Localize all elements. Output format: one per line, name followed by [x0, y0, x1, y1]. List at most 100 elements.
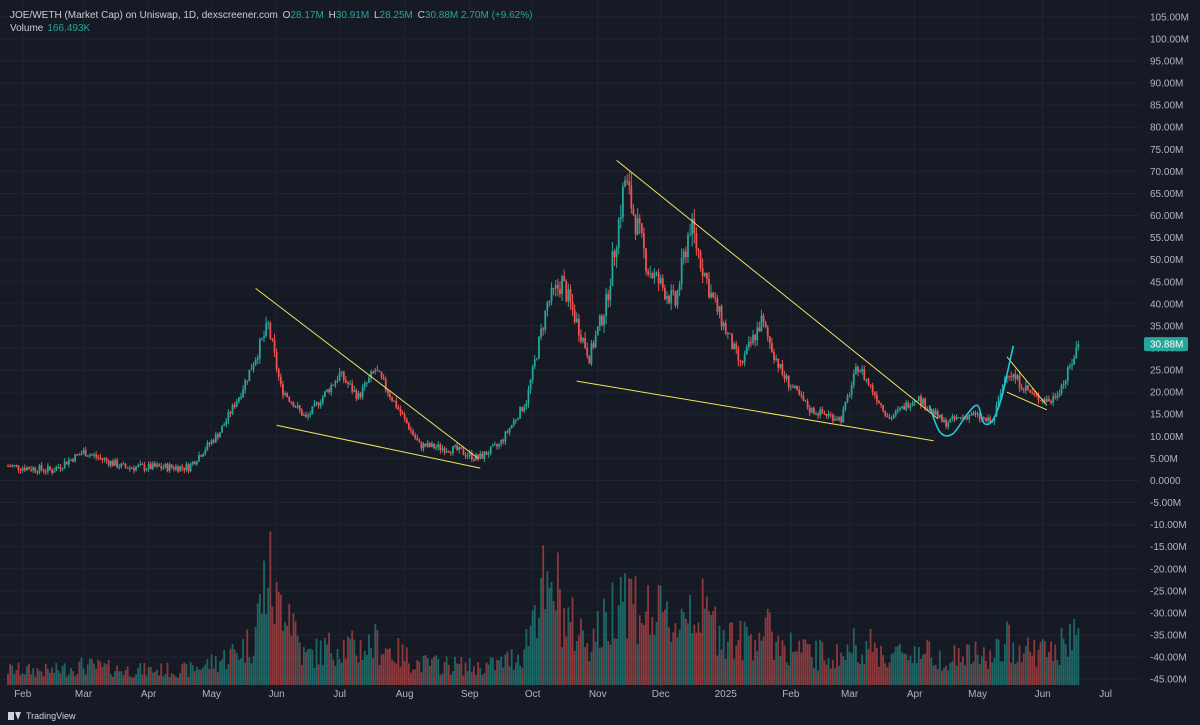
candle-body: [225, 420, 228, 425]
candle-body: [798, 389, 801, 395]
candle-body: [261, 338, 263, 340]
candle-body: [603, 316, 605, 326]
volume-bar: [603, 598, 605, 685]
candle-body: [216, 434, 219, 438]
volume-bar: [166, 662, 169, 685]
volume-bar: [330, 653, 333, 685]
volume-bar: [559, 589, 561, 685]
candle-body: [865, 379, 868, 381]
candle-body: [861, 369, 864, 372]
volume-bar: [794, 651, 796, 685]
candle-body: [899, 407, 901, 410]
volume-bar: [443, 661, 446, 685]
candle-body: [810, 408, 813, 413]
volume-bar: [724, 658, 727, 685]
price-tick-label: 85.00M: [1150, 101, 1183, 112]
candle-body: [896, 409, 899, 411]
volume-bar: [292, 613, 295, 685]
volume-bar: [282, 630, 284, 685]
candle-body: [321, 396, 324, 403]
volume-bar: [857, 662, 859, 685]
volume-bar: [1043, 640, 1046, 685]
candle-body: [907, 402, 910, 408]
volume-bar: [823, 660, 826, 685]
candle-body: [214, 434, 217, 443]
candle-body: [743, 354, 746, 363]
candle-body: [519, 407, 521, 419]
candle-body: [328, 389, 331, 393]
volume-bar: [349, 638, 351, 685]
volume-bar: [105, 664, 108, 685]
candle-body: [464, 454, 467, 457]
candle-body: [185, 464, 188, 471]
candle-body: [70, 459, 72, 461]
volume-bar: [760, 640, 763, 685]
volume-bar: [743, 621, 746, 685]
volume-bar: [25, 666, 28, 685]
candle-body: [768, 336, 771, 344]
volume-bar: [949, 663, 952, 685]
volume-bar: [586, 643, 589, 685]
candle-body: [386, 389, 389, 394]
volume-bar: [997, 639, 1000, 685]
candle-body: [336, 380, 339, 382]
volume-bar: [416, 659, 419, 685]
candle-body: [57, 466, 60, 468]
candle-body: [938, 414, 941, 418]
candle-body: [118, 467, 121, 469]
volume-bar: [964, 665, 966, 685]
volume-bar: [172, 674, 175, 685]
candle-body: [888, 417, 891, 419]
candle-body: [886, 415, 889, 418]
candle-body: [298, 405, 301, 410]
candle-body: [235, 401, 238, 407]
candle-body: [462, 449, 465, 455]
volume-bar: [628, 578, 631, 685]
candle-body: [601, 315, 603, 326]
last-price-tag: 30.88M: [1144, 337, 1188, 352]
candle-body: [279, 376, 282, 385]
candle-body: [781, 363, 784, 375]
candle-body: [493, 444, 496, 446]
projection-curve: [928, 345, 1015, 437]
candle-body: [917, 396, 920, 401]
candle-body: [311, 406, 314, 415]
volume-bar: [475, 674, 477, 685]
candle-body: [23, 468, 26, 471]
candle-body: [569, 289, 572, 302]
candle-body: [248, 369, 251, 382]
candle-body: [901, 406, 903, 408]
candle-body: [556, 284, 559, 290]
volume-bar: [632, 604, 635, 685]
time-axis[interactable]: Feb Mar Apr May Jun Jul Aug Sep Oct Nov Dec 2025 Feb…: [14, 689, 1112, 700]
high-label: H: [328, 10, 336, 21]
volume-bar: [498, 660, 500, 685]
candle-body: [170, 464, 173, 468]
candle-body: [773, 351, 775, 360]
candle-body: [510, 424, 513, 429]
candle-body: [857, 366, 859, 372]
candle-body: [19, 469, 22, 471]
volume-bar: [842, 655, 845, 685]
volume-bar: [410, 672, 412, 685]
candle-body: [903, 406, 906, 410]
candle-body: [506, 431, 509, 433]
candle-body: [1071, 364, 1073, 366]
volume-bar: [324, 638, 326, 685]
candle-body: [187, 464, 190, 472]
volume-bar: [145, 675, 148, 685]
volume-bar: [286, 625, 289, 685]
volume-bar: [210, 654, 213, 685]
candle-body: [63, 461, 66, 469]
volume-bar: [827, 658, 830, 685]
candle-body: [137, 465, 140, 467]
tradingview-logo[interactable]: TradingView: [8, 711, 76, 721]
volume-bar: [338, 659, 341, 685]
volume-bar: [703, 608, 706, 685]
volume-value: 166.493K: [47, 23, 91, 34]
volume-bar: [200, 669, 202, 685]
candle-body: [817, 413, 819, 416]
volume-bar: [540, 578, 542, 685]
volume-bar: [640, 622, 643, 685]
